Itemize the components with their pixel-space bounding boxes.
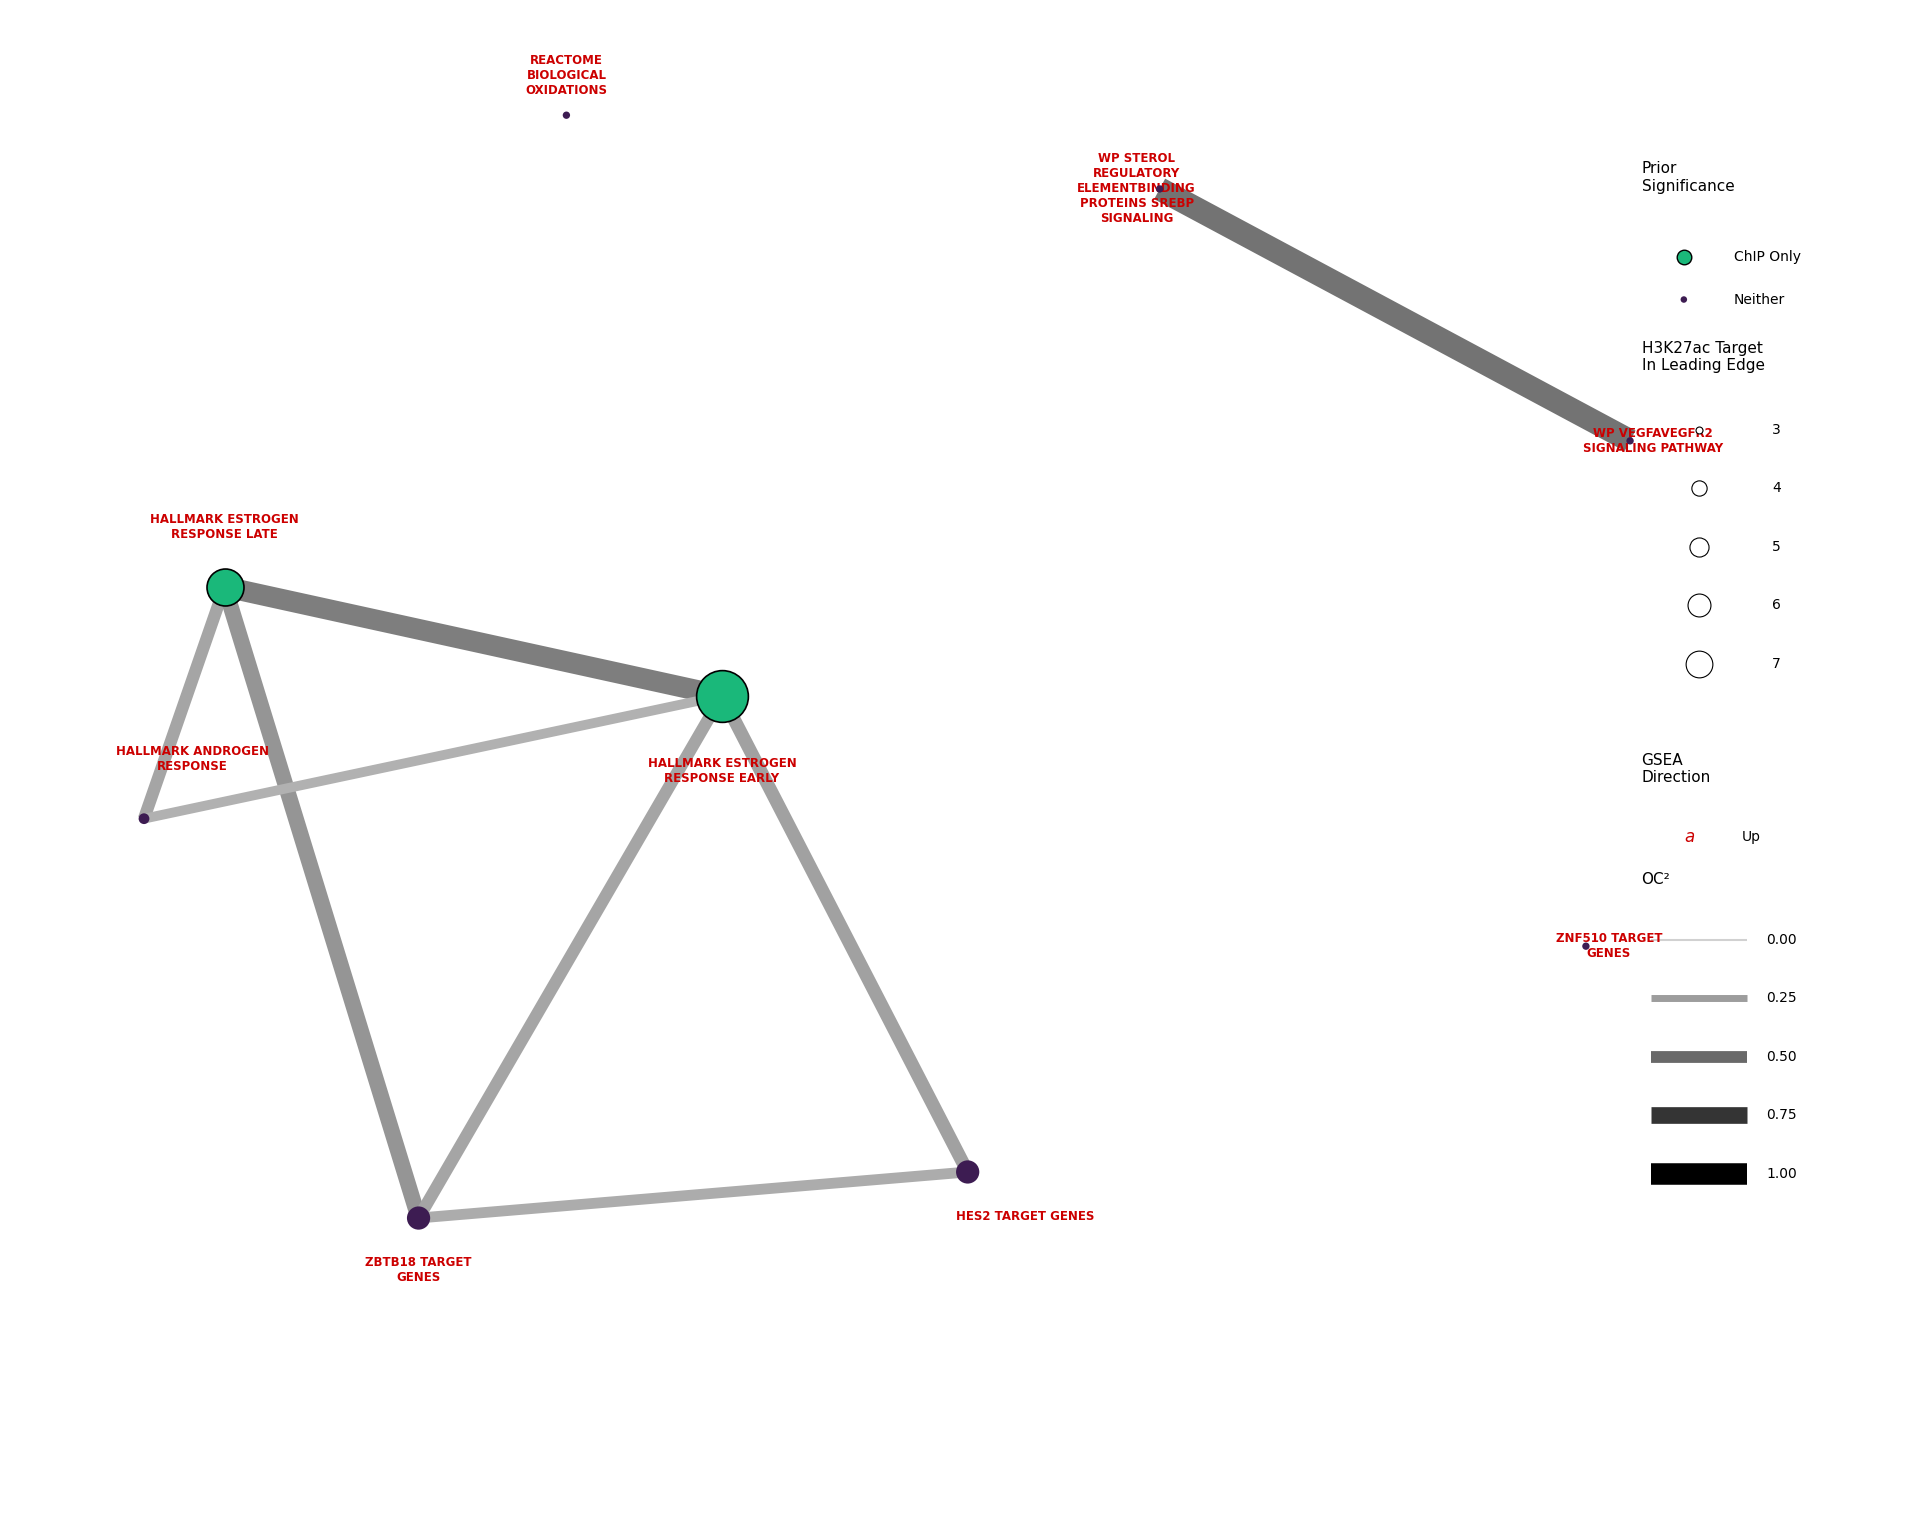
Text: 4: 4	[1772, 481, 1782, 496]
Point	[1684, 651, 1715, 676]
Point	[129, 806, 159, 831]
Text: 3: 3	[1772, 422, 1782, 438]
Point	[952, 1160, 983, 1184]
Text: REACTOME
BIOLOGICAL
OXIDATIONS: REACTOME BIOLOGICAL OXIDATIONS	[526, 54, 607, 97]
Text: HALLMARK ESTROGEN
RESPONSE LATE: HALLMARK ESTROGEN RESPONSE LATE	[150, 513, 300, 541]
Point	[1684, 476, 1715, 501]
Point	[1684, 418, 1715, 442]
Text: OC²: OC²	[1642, 872, 1670, 888]
Point	[1668, 244, 1699, 269]
Text: 0.25: 0.25	[1766, 991, 1797, 1006]
Text: ZNF510 TARGET
GENES: ZNF510 TARGET GENES	[1555, 932, 1663, 960]
Text: 6: 6	[1772, 598, 1782, 613]
Text: 0.75: 0.75	[1766, 1107, 1797, 1123]
Point	[551, 103, 582, 127]
Text: HES2 TARGET GENES: HES2 TARGET GENES	[956, 1210, 1094, 1223]
Point	[707, 684, 737, 708]
Text: Up: Up	[1741, 829, 1761, 845]
Text: 7: 7	[1772, 656, 1782, 671]
Text: 5: 5	[1772, 539, 1782, 554]
Text: ZBTB18 TARGET
GENES: ZBTB18 TARGET GENES	[365, 1256, 472, 1284]
Point	[1571, 934, 1601, 958]
Text: ChIP Only: ChIP Only	[1734, 249, 1801, 264]
Text: H3K27ac Target
In Leading Edge: H3K27ac Target In Leading Edge	[1642, 341, 1764, 373]
Point	[1144, 177, 1175, 201]
Text: Neither: Neither	[1734, 292, 1786, 307]
Text: HALLMARK ESTROGEN
RESPONSE EARLY: HALLMARK ESTROGEN RESPONSE EARLY	[647, 757, 797, 785]
Point	[403, 1206, 434, 1230]
Text: GSEA
Direction: GSEA Direction	[1642, 753, 1711, 785]
Point	[1684, 535, 1715, 559]
Text: WP VEGFAVEGFR2
SIGNALING PATHWAY: WP VEGFAVEGFR2 SIGNALING PATHWAY	[1584, 427, 1722, 455]
Text: WP STEROL
REGULATORY
ELEMENTBINDING
PROTEINS SREBP
SIGNALING: WP STEROL REGULATORY ELEMENTBINDING PROT…	[1077, 152, 1196, 226]
Point	[209, 574, 240, 599]
Point	[1684, 593, 1715, 617]
Text: HALLMARK ANDROGEN
RESPONSE: HALLMARK ANDROGEN RESPONSE	[115, 745, 269, 773]
Text: 0.00: 0.00	[1766, 932, 1797, 948]
Point	[1615, 429, 1645, 453]
Text: Prior
Significance: Prior Significance	[1642, 161, 1734, 194]
Text: 1.00: 1.00	[1766, 1166, 1797, 1181]
Text: a: a	[1684, 828, 1693, 846]
Text: 0.50: 0.50	[1766, 1049, 1797, 1064]
Point	[1668, 287, 1699, 312]
